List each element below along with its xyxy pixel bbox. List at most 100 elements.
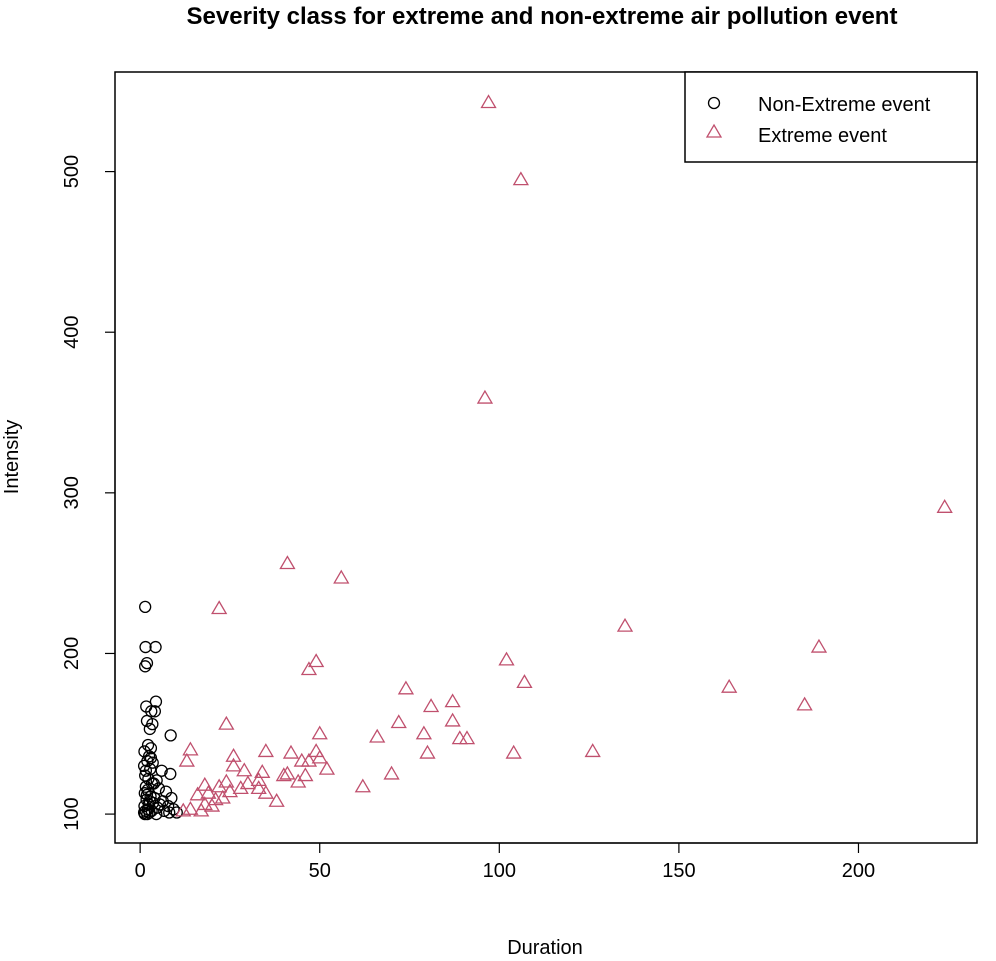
legend-label-extreme: Extreme event: [758, 125, 887, 147]
data-point-non-extreme: [141, 807, 154, 821]
data-point-extreme: [397, 680, 415, 695]
x-axis-label: Duration: [507, 937, 583, 959]
data-point-extreme: [505, 744, 522, 759]
data-point-extreme: [584, 743, 601, 758]
data-point-extreme: [415, 725, 433, 740]
legend-marker-extreme: [705, 123, 723, 138]
y-tick-label: 500: [61, 155, 83, 188]
data-point-extreme: [268, 792, 285, 807]
data-point-extreme: [616, 617, 634, 632]
data-point-non-extreme: [139, 660, 152, 673]
data-point-extreme: [369, 728, 386, 743]
y-axis-label: Intensity: [1, 420, 23, 494]
data-point-non-extreme: [155, 764, 168, 777]
data-point-non-extreme: [141, 738, 155, 752]
data-point-non-extreme: [144, 742, 158, 755]
data-point-extreme: [225, 757, 242, 772]
data-point-extreme: [225, 747, 242, 762]
y-tick-label: 300: [61, 476, 83, 509]
data-point-extreme: [300, 752, 318, 767]
data-point-extreme: [721, 678, 738, 693]
data-point-non-extreme: [143, 795, 156, 808]
data-point-extreme: [451, 730, 468, 745]
data-point-extreme: [196, 776, 213, 791]
x-tick-label: 150: [662, 860, 695, 882]
x-tick-label: 0: [135, 860, 146, 882]
data-point-non-extreme: [150, 807, 163, 821]
data-point-extreme: [311, 749, 328, 764]
x-tick-label: 200: [842, 860, 875, 882]
data-point-extreme: [498, 651, 515, 666]
data-point-non-extreme: [147, 777, 160, 790]
data-point-non-extreme: [164, 767, 177, 781]
data-point-non-extreme: [149, 695, 163, 708]
data-point-extreme: [254, 764, 271, 778]
data-point-non-extreme: [149, 640, 162, 654]
y-axis: 100 200 300 400 500: [61, 155, 116, 831]
data-point-extreme: [300, 661, 318, 676]
series-extreme: [175, 94, 953, 817]
data-point-extreme: [178, 752, 195, 767]
data-point-extreme: [232, 780, 249, 795]
data-point-extreme: [211, 778, 228, 793]
data-point-extreme: [221, 783, 239, 798]
y-tick-label: 100: [61, 797, 83, 830]
data-point-non-extreme: [158, 804, 171, 818]
data-point-extreme: [189, 786, 206, 801]
data-point-extreme: [480, 94, 497, 109]
data-point-extreme: [279, 555, 296, 570]
data-point-extreme: [333, 569, 350, 584]
legend-label-non-extreme: Non-Extreme event: [758, 94, 931, 116]
legend-marker-non-extreme: [707, 96, 721, 110]
data-point-extreme: [182, 800, 199, 815]
data-point-non-extreme: [144, 751, 158, 765]
data-point-non-extreme: [139, 764, 153, 777]
y-tick-label: 400: [61, 316, 83, 349]
data-point-extreme: [354, 778, 371, 793]
y-tick-label: 200: [61, 637, 83, 670]
data-point-extreme: [239, 775, 257, 790]
data-point-non-extreme: [163, 806, 176, 819]
data-points: [137, 94, 953, 821]
series-non-extreme: [137, 600, 183, 821]
x-tick-label: 50: [309, 860, 331, 882]
data-point-extreme: [250, 780, 267, 795]
data-point-extreme: [207, 791, 224, 806]
data-point-extreme: [290, 773, 307, 788]
data-point-non-extreme: [170, 806, 183, 819]
data-point-extreme: [250, 772, 267, 787]
data-point-extreme: [512, 171, 529, 186]
data-point-extreme: [810, 638, 828, 653]
data-point-extreme: [419, 744, 436, 759]
data-point-non-extreme: [148, 705, 162, 718]
data-point-extreme: [279, 765, 296, 780]
data-point-extreme: [422, 698, 440, 713]
plot-frame: [114, 71, 978, 844]
data-point-extreme: [175, 802, 192, 817]
data-point-extreme: [390, 714, 407, 729]
data-point-extreme: [458, 730, 476, 745]
data-point-extreme: [200, 784, 217, 799]
data-point-extreme: [444, 693, 461, 708]
data-point-extreme: [257, 743, 274, 758]
data-point-non-extreme: [140, 788, 154, 801]
data-point-non-extreme: [139, 640, 152, 654]
data-point-extreme: [516, 674, 533, 689]
data-point-extreme: [236, 762, 253, 777]
data-point-non-extreme: [164, 729, 177, 742]
data-point-extreme: [297, 767, 314, 782]
data-point-extreme: [311, 725, 328, 740]
data-point-extreme: [182, 741, 199, 756]
data-point-extreme: [257, 784, 274, 799]
data-point-non-extreme: [139, 600, 152, 614]
data-point-extreme: [383, 765, 400, 780]
data-point-extreme: [308, 653, 325, 668]
x-tick-label: 100: [483, 860, 516, 882]
x-axis: 0 50 100 150 200: [135, 842, 875, 882]
data-point-extreme: [275, 767, 292, 782]
data-point-extreme: [476, 389, 494, 404]
data-point-extreme: [936, 499, 953, 513]
data-point-extreme: [218, 773, 235, 788]
